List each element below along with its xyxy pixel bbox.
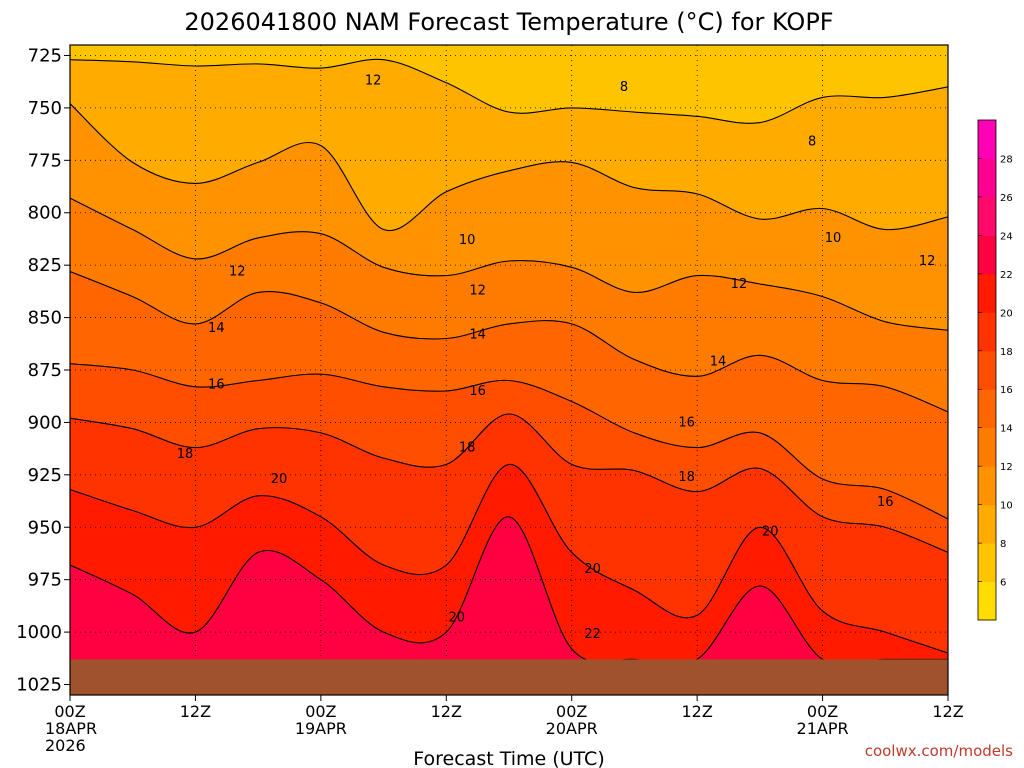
contour-line-22	[70, 516, 948, 666]
colorbar-label: 16	[1000, 385, 1013, 396]
colorbar-label: 22	[1000, 270, 1013, 281]
y-tick-label: 900	[28, 412, 62, 433]
contour-label: 18	[177, 447, 194, 462]
credit-link[interactable]: coolwx.com/models	[865, 742, 1013, 760]
colorbar-label: 20	[1000, 308, 1013, 319]
x-tick-label: 21APR	[797, 719, 849, 738]
colorbar-swatch	[978, 158, 996, 198]
colorbar-swatch	[978, 504, 996, 544]
colorbar-swatch	[978, 350, 996, 390]
contour-label: 10	[825, 231, 842, 246]
colorbar-swatch	[978, 273, 996, 313]
colorbar-label: 6	[1000, 578, 1006, 589]
contour-line-8	[70, 58, 948, 124]
contour-label: 20	[271, 472, 288, 487]
x-tick-label: 18APR	[45, 719, 97, 738]
colorbar-label: 24	[1000, 231, 1013, 242]
contour-lines	[70, 58, 948, 666]
colorbar-label: 28	[1000, 154, 1013, 165]
contour-label: 16	[208, 378, 225, 393]
plot-area	[70, 45, 948, 695]
contour-label: 12	[365, 74, 382, 89]
contour-label: 20	[584, 562, 601, 577]
colorbar-label: 18	[1000, 347, 1013, 358]
contour-label: 16	[469, 384, 486, 399]
y-tick-label: 1025	[16, 675, 62, 696]
colorbar-swatch	[978, 196, 996, 236]
y-tick-label: 800	[28, 203, 62, 224]
x-tick-label: 00Z	[807, 702, 838, 721]
y-tick-label: 825	[28, 255, 62, 276]
colorbar-label: 8	[1000, 539, 1006, 550]
x-tick-label: 2026	[45, 736, 86, 755]
colorbar-label: 14	[1000, 424, 1013, 435]
contour-label: 12	[469, 283, 486, 298]
y-tick-label: 950	[28, 517, 62, 538]
contour-line-10	[70, 103, 948, 232]
x-tick-label: 12Z	[431, 702, 462, 721]
contour-label: 18	[678, 470, 695, 485]
contour-label: 20	[448, 610, 465, 625]
contour-label: 8	[620, 80, 628, 95]
contour-line-14	[70, 270, 948, 413]
y-tick-label: 975	[28, 570, 62, 591]
x-tick-label: 00Z	[54, 702, 85, 721]
colorbar-swatch	[978, 581, 996, 621]
temperature-fills	[70, 45, 948, 695]
colorbar-label: 12	[1000, 462, 1013, 473]
colorbar-swatch	[978, 120, 996, 159]
chart-title: 2026041800 NAM Forecast Temperature (°C)…	[184, 8, 833, 36]
x-tick-label: 20APR	[546, 719, 598, 738]
colorbar-swatch	[978, 312, 996, 352]
y-tick-label: 925	[28, 465, 62, 486]
colorbar-label: 10	[1000, 501, 1013, 512]
x-tick-label: 00Z	[556, 702, 587, 721]
contour-label: 12	[731, 277, 748, 292]
contour-line-12	[70, 197, 948, 331]
x-tick-label: 12Z	[681, 702, 712, 721]
contour-label: 8	[808, 134, 816, 149]
colorbar-swatch	[978, 389, 996, 429]
colorbar-swatch	[978, 427, 996, 467]
x-tick-label: 12Z	[932, 702, 963, 721]
colorbar-swatch	[978, 466, 996, 506]
contour-label: 14	[208, 321, 225, 336]
fill-band-22	[70, 516, 948, 695]
contour-label: 16	[877, 495, 894, 510]
contour-label: 16	[678, 415, 695, 430]
y-tick-label: 775	[28, 150, 62, 171]
colorbar-swatch	[978, 235, 996, 275]
colorbar: 6 8 10 12 14 16 18 20 22 24 26 28	[977, 119, 1013, 621]
grid	[70, 45, 948, 695]
contour-label: 20	[762, 524, 779, 539]
y-tick-label: 725	[28, 45, 62, 66]
y-tick-label: 850	[28, 308, 62, 329]
x-axis-label: Forecast Time (UTC)	[413, 748, 604, 768]
contour-labels: 12 8 8 10 10 12 12 12 12 14 14 14 16 16 16 16 18 18 18 20 20…	[177, 74, 936, 643]
contour-label: 12	[229, 264, 246, 279]
contour-line-20	[70, 463, 948, 654]
contour-label: 12	[919, 254, 936, 269]
y-tick-label: 875	[28, 360, 62, 381]
contour-label: 14	[469, 327, 486, 342]
contour-line-16	[70, 363, 948, 520]
x-tick-label: 00Z	[305, 702, 336, 721]
contour-label: 14	[710, 355, 727, 370]
y-tick-label: 1000	[16, 622, 62, 643]
contour-line-18	[70, 413, 948, 553]
y-tick-label: 750	[28, 98, 62, 119]
ground-below-surface	[70, 659, 948, 695]
colorbar-swatch	[978, 543, 996, 583]
colorbar-frame	[977, 119, 997, 621]
x-tick-label: 19APR	[295, 719, 347, 738]
contour-label: 10	[459, 233, 476, 248]
contour-label: 18	[459, 441, 476, 456]
x-tick-label: 12Z	[180, 702, 211, 721]
y-axis: 725 750 775 800 825 850 875 900 925 950 975 1000 102…	[16, 45, 70, 696]
colorbar-label: 26	[1000, 193, 1013, 204]
contour-label: 22	[584, 627, 601, 642]
